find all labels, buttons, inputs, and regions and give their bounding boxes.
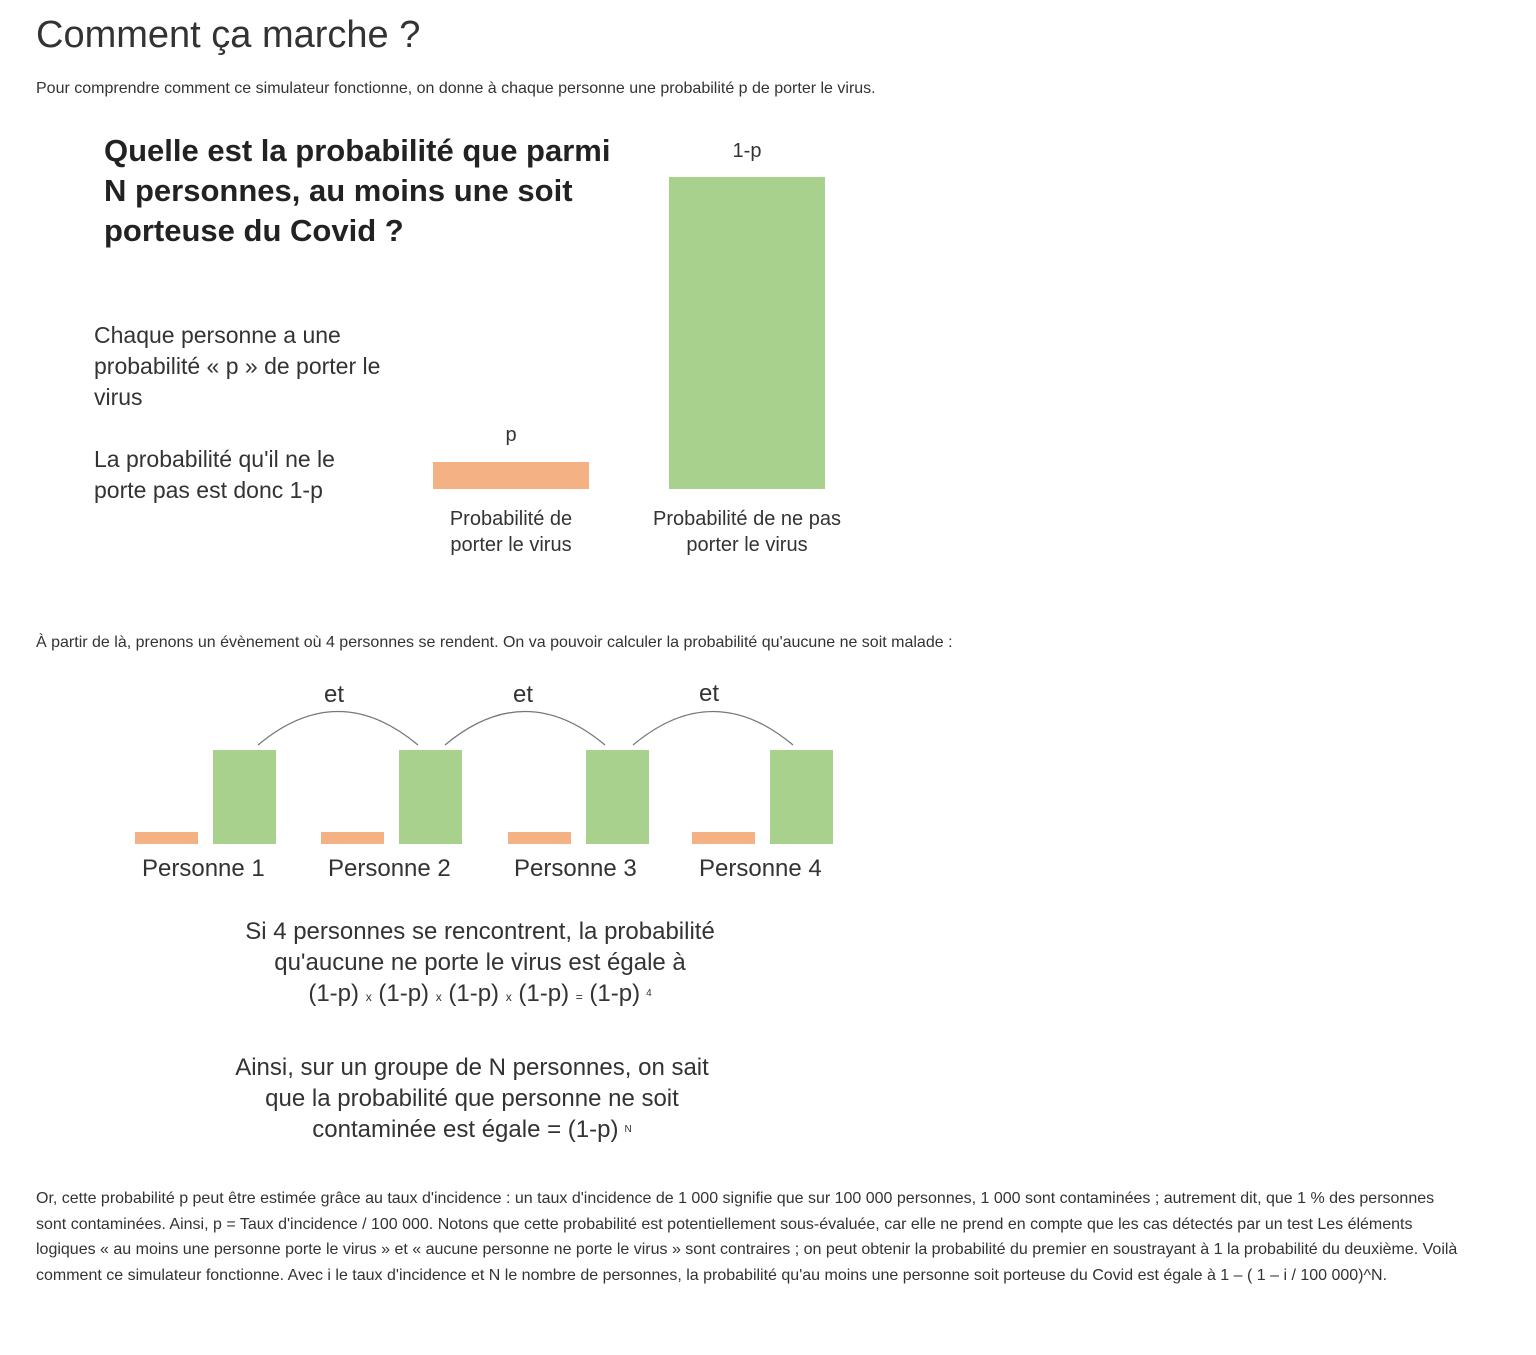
figure-text-p: Chaque personne a une probabilité « p » … [94, 322, 381, 410]
bar-p-label: p [505, 424, 517, 446]
formula-term: (1-p) [378, 980, 430, 1007]
page-title: Comment ça marche ? [36, 14, 421, 56]
bar-1p-label: 1-p [732, 140, 762, 162]
figure-text-1p: La probabilité qu'il ne le porte pas est… [94, 446, 335, 503]
times-sign: x [435, 990, 442, 1004]
caption-1p: Probabilité de ne pas porter le virus [653, 508, 841, 556]
person-label: Personne 4 [699, 855, 822, 882]
formula-4: (1-p) x (1-p) x (1-p) x (1-p) = (1-p) 4 [180, 978, 780, 1013]
conclusion-text: Or, cette probabilité p peut être estimé… [36, 1190, 1458, 1284]
person-1-bar-p [135, 832, 198, 844]
person-4-bar-1p [770, 750, 833, 844]
equals-sign: = [575, 990, 583, 1004]
formula-term: (1-p) [448, 980, 500, 1007]
figure-question: Quelle est la probabilité que parmi N pe… [104, 133, 611, 248]
connector-label: et [513, 681, 534, 708]
explanation-line: Si 4 personnes se rencontrent, la probab… [245, 918, 715, 945]
person-2-bar-1p [399, 750, 462, 844]
explanation-line: que la probabilité que personne ne soit [265, 1085, 679, 1112]
caption-p: Probabilité de porter le virus [449, 508, 573, 556]
person-3-bar-1p [586, 750, 649, 844]
person-2-bar-p [321, 832, 384, 844]
times-sign: x [365, 990, 372, 1004]
connector-label: et [324, 681, 345, 708]
transition-text: À partir de là, prenons un évènement où … [36, 634, 953, 651]
connector-arcs [257, 710, 794, 746]
person-1-bar-1p [213, 750, 276, 844]
person-3-bar-p [508, 832, 571, 844]
explanation-line: contaminée est égale = (1-p) [312, 1116, 619, 1143]
person-label: Personne 2 [328, 855, 451, 882]
intro-text: Pour comprendre comment ce simulateur fo… [36, 80, 876, 97]
person-4-bar-p [692, 832, 755, 844]
exponent-n: N [624, 1124, 632, 1135]
explanation-line: Ainsi, sur un groupe de N personnes, on … [235, 1054, 709, 1081]
four-person-explanation: Si 4 personnes se rencontrent, la probab… [180, 916, 780, 1013]
formula-term: (1-p) [518, 980, 570, 1007]
explanation-line: qu'aucune ne porte le virus est égale à [274, 949, 686, 976]
exponent-4: 4 [646, 988, 652, 999]
bar-p [433, 462, 589, 489]
person-label: Personne 1 [142, 855, 265, 882]
times-sign: x [505, 990, 512, 1004]
connector-label: et [699, 680, 720, 707]
person-label: Personne 3 [514, 855, 637, 882]
bar-1p [669, 177, 825, 489]
n-person-explanation: Ainsi, sur un groupe de N personnes, on … [172, 1052, 772, 1145]
formula-term: (1-p) [589, 980, 641, 1007]
formula-term: (1-p) [308, 980, 360, 1007]
